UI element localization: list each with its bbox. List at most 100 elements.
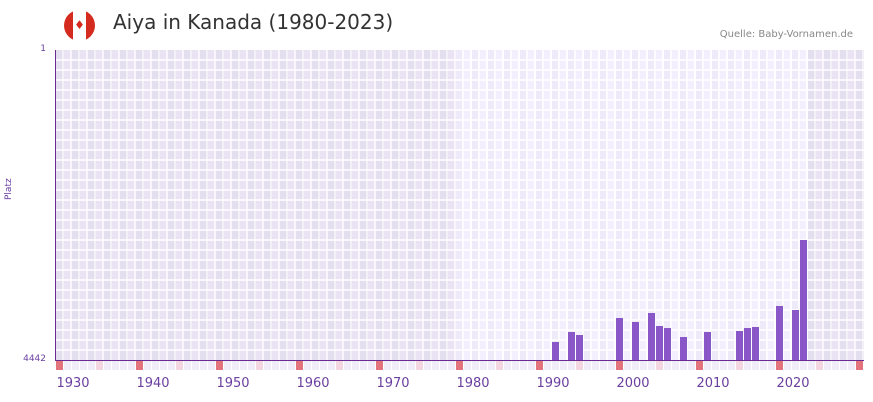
grid-column	[720, 50, 728, 360]
grid-column	[256, 50, 264, 360]
year-marker	[192, 361, 199, 370]
grid-column	[344, 50, 352, 360]
year-marker	[344, 361, 351, 370]
grid-line	[56, 349, 864, 351]
grid-column	[104, 50, 112, 360]
year-marker	[512, 361, 519, 370]
grid-column	[856, 50, 864, 360]
bar-2003[interactable]	[656, 326, 663, 360]
grid-column	[120, 50, 128, 360]
year-marker	[488, 361, 495, 370]
year-marker	[456, 361, 463, 370]
grid-line	[56, 129, 864, 131]
bar-2015[interactable]	[752, 327, 759, 360]
year-marker	[184, 361, 191, 370]
grid-line	[56, 299, 864, 301]
grid-line	[56, 69, 864, 71]
year-marker	[256, 361, 263, 370]
year-marker	[288, 361, 295, 370]
grid-column	[480, 50, 488, 360]
year-marker	[56, 361, 63, 370]
bar-2000[interactable]	[632, 322, 639, 360]
grid-column	[568, 50, 576, 360]
year-marker	[648, 361, 655, 370]
bar-1998[interactable]	[616, 318, 623, 360]
year-marker	[672, 361, 679, 370]
grid-line	[56, 229, 864, 231]
bar-1990[interactable]	[552, 342, 559, 360]
grid-column	[136, 50, 144, 360]
grid-column	[312, 50, 320, 360]
grid-column	[768, 50, 776, 360]
bar-2014[interactable]	[744, 328, 751, 360]
grid-column	[184, 50, 192, 360]
bar-2021[interactable]	[800, 240, 807, 360]
bar-2002[interactable]	[648, 313, 655, 360]
x-tick-label: 1990	[536, 376, 570, 391]
year-marker	[240, 361, 247, 370]
grid-column	[752, 50, 760, 360]
grid-column	[168, 50, 176, 360]
grid-column	[432, 50, 440, 360]
source-link[interactable]: Quelle: Baby-Vornamen.de	[719, 29, 853, 40]
grid-line	[56, 99, 864, 101]
grid-column	[64, 50, 72, 360]
year-marker	[136, 361, 143, 370]
grid-line	[56, 149, 864, 151]
grid-column	[488, 50, 496, 360]
year-marker	[584, 361, 591, 370]
year-marker	[440, 361, 447, 370]
bar-2006[interactable]	[680, 337, 687, 360]
grid-column	[496, 50, 504, 360]
year-marker	[656, 361, 663, 370]
grid-column	[520, 50, 528, 360]
bar-2013[interactable]	[736, 331, 743, 360]
year-marker	[72, 361, 79, 370]
grid-column	[72, 50, 80, 360]
year-marker	[64, 361, 71, 370]
grid-column	[536, 50, 544, 360]
bar-2004[interactable]	[664, 328, 671, 360]
bar-1993[interactable]	[576, 335, 583, 360]
bar-1992[interactable]	[568, 332, 575, 360]
year-marker	[848, 361, 855, 370]
grid-line	[56, 159, 864, 161]
year-marker	[536, 361, 543, 370]
grid-column	[128, 50, 136, 360]
grid-line	[56, 59, 864, 61]
grid-column	[736, 50, 744, 360]
grid-line	[56, 239, 864, 241]
bar-2018[interactable]	[776, 306, 783, 360]
grid-column	[160, 50, 168, 360]
year-marker	[568, 361, 575, 370]
grid-column	[792, 50, 800, 360]
year-marker	[704, 361, 711, 370]
grid-column	[304, 50, 312, 360]
grid-column	[296, 50, 304, 360]
year-marker	[784, 361, 791, 370]
grid-column	[272, 50, 280, 360]
year-marker	[528, 361, 535, 370]
year-marker	[696, 361, 703, 370]
grid-line	[56, 189, 864, 191]
bar-2020[interactable]	[792, 310, 799, 360]
year-marker	[544, 361, 551, 370]
bar-2009[interactable]	[704, 332, 711, 360]
grid-column	[552, 50, 560, 360]
x-axis-line	[55, 360, 864, 361]
grid-column	[712, 50, 720, 360]
year-marker	[792, 361, 799, 370]
chart-title: Aiya in Kanada (1980-2023)	[113, 10, 394, 34]
year-marker	[608, 361, 615, 370]
grid-column	[800, 50, 808, 360]
grid-column	[808, 50, 816, 360]
year-marker	[504, 361, 511, 370]
year-marker	[304, 361, 311, 370]
year-marker	[664, 361, 671, 370]
grid-column	[144, 50, 152, 360]
grid-column	[152, 50, 160, 360]
grid-line	[56, 209, 864, 211]
grid-column	[608, 50, 616, 360]
year-marker	[272, 361, 279, 370]
year-marker	[88, 361, 95, 370]
